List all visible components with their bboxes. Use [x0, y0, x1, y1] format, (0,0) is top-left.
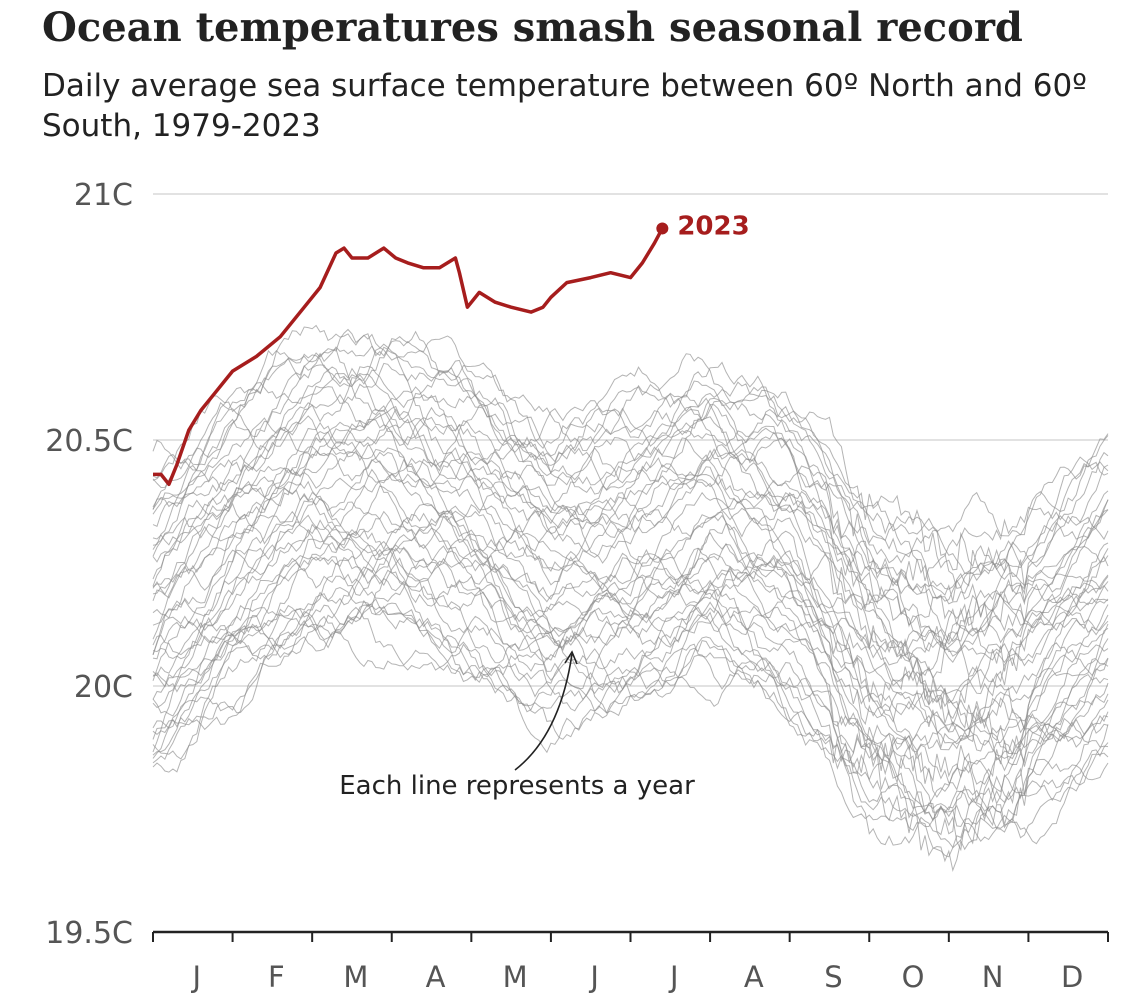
- chart-subtitle: Daily average sea surface temperature be…: [42, 68, 1087, 144]
- year-line: [152, 405, 1109, 664]
- year-line: [152, 348, 1109, 582]
- y-axis-ticks: 21C 20.5C 20C 19.5C: [45, 178, 133, 951]
- year-line: [152, 450, 1109, 667]
- year-line: [152, 606, 1109, 849]
- year-line: [152, 362, 1109, 627]
- year-line: [152, 598, 1109, 872]
- x-tick-label: A: [426, 960, 446, 994]
- annotation-text: Each line represents a year: [339, 771, 695, 801]
- year-line: [152, 519, 1109, 752]
- x-tick-label: M: [343, 960, 368, 994]
- year-line: [152, 605, 1109, 833]
- historical-year-lines: [152, 324, 1109, 872]
- year-line: [152, 343, 1109, 589]
- x-tick-label: J: [588, 960, 599, 994]
- year-line: [152, 328, 1109, 581]
- year-line: [152, 485, 1109, 723]
- x-tick-label: M: [503, 960, 528, 994]
- series-endpoint-2023: [656, 222, 669, 235]
- year-line: [152, 537, 1109, 760]
- x-tick-label: N: [982, 960, 1004, 994]
- gridlines: [153, 193, 1108, 687]
- annotation-arrow: [514, 653, 573, 771]
- series-line-2023: [153, 227, 664, 487]
- x-tick-label: D: [1061, 960, 1083, 994]
- year-line: [152, 324, 1109, 542]
- year-line: [152, 408, 1109, 683]
- y-tick-label: 19.5C: [45, 916, 133, 951]
- year-line: [152, 366, 1109, 618]
- year-line: [152, 603, 1109, 858]
- series-label-2023: 2023: [677, 211, 749, 241]
- annotation-arrowhead: [564, 650, 578, 665]
- x-tick-label: S: [824, 960, 842, 994]
- year-line: [152, 566, 1109, 836]
- year-line: [152, 330, 1109, 574]
- year-line: [152, 569, 1109, 852]
- year-line: [152, 451, 1109, 695]
- year-line: [152, 412, 1109, 651]
- annotation: Each line represents a year: [339, 650, 695, 801]
- x-tick-label: J: [668, 960, 679, 994]
- year-line: [152, 510, 1109, 761]
- year-line: [152, 367, 1109, 602]
- year-line: [152, 364, 1109, 602]
- y-tick-label: 20C: [74, 670, 133, 705]
- year-line: [152, 406, 1109, 644]
- year-line: [152, 548, 1109, 801]
- x-tick-label: O: [902, 960, 925, 994]
- year-line: [152, 441, 1109, 672]
- year-line: [152, 514, 1109, 754]
- year-line: [152, 468, 1109, 744]
- chart-title: Ocean temperatures smash seasonal record: [42, 4, 1023, 51]
- year-line: [152, 556, 1109, 809]
- year-line: [152, 480, 1109, 756]
- year-line: [152, 559, 1109, 798]
- year-line: [152, 418, 1109, 680]
- x-tick-label: F: [268, 960, 285, 994]
- year-line: [152, 440, 1109, 727]
- y-tick-label: 21C: [74, 178, 133, 213]
- x-tick-label: J: [190, 960, 201, 994]
- x-tick-label: A: [744, 960, 764, 994]
- year-line: [152, 547, 1109, 828]
- year-line: [152, 497, 1109, 734]
- year-line: [152, 586, 1109, 817]
- y-tick-label: 20.5C: [45, 424, 133, 459]
- highlight-series-2023: 2023: [153, 211, 750, 487]
- year-line: [152, 365, 1109, 605]
- year-line: [152, 458, 1109, 710]
- x-axis: [152, 930, 1109, 942]
- year-line: [152, 544, 1109, 803]
